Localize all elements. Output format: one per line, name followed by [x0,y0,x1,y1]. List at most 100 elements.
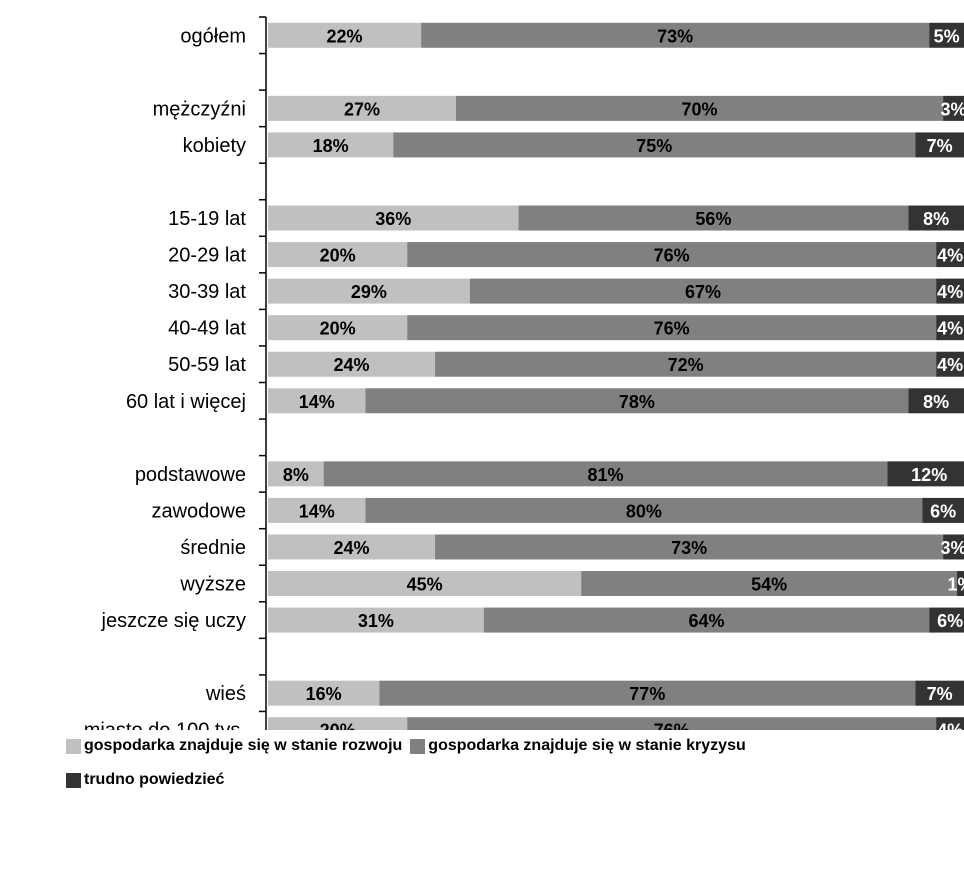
bar-segment [908,388,964,414]
data-label: 27% [344,99,380,119]
bar-segment [268,497,366,523]
data-label: 77% [629,684,665,704]
legend-swatch-rozwoj [66,738,81,754]
data-label: 81% [588,465,624,485]
chart-plot: ogółem 22% 73% 5% mężczyźni 27% 70% 3% kobiety 18… [84,16,964,730]
data-label: 7% [927,684,953,704]
bar-segment [936,351,964,377]
bar-segment [943,95,964,121]
bar-segment [323,461,888,487]
bar-segment [268,22,422,48]
category-label: ogółem [180,25,246,47]
bar-segment [929,22,964,48]
legend-item-rozwoj: gospodarka znajduje się w stanie rozwoju [66,737,402,755]
legend-item-kryzys: gospodarka znajduje się w stanie kryzysu [410,737,746,755]
legend-label-rozwoj: gospodarka znajduje się w stanie rozwoju [84,737,403,754]
category-label: wieś [205,683,246,705]
category-label: średnie [180,537,246,559]
bar-segment [407,717,937,730]
data-label: 20% [320,319,356,339]
category-label: zawodowe [151,500,246,522]
data-label: 4% [937,282,963,302]
data-label: 54% [751,575,787,595]
bar-segment [957,571,964,597]
bar-segment [268,461,324,487]
data-label: 4% [937,355,963,375]
legend-row: trudno powiedzieć [66,769,956,791]
data-label: 4% [937,721,963,730]
bar-segment [268,95,456,121]
category-label: 40-49 lat [168,318,246,340]
bar-segment [887,461,964,487]
bar-segment [268,388,366,414]
bar-segment [922,497,964,523]
bar-segment [915,132,964,158]
bar-segment [268,205,519,231]
data-label: 14% [299,392,335,412]
bar-segment [435,351,937,377]
bar-segment [435,534,944,560]
data-label: 75% [636,136,672,156]
bar-segment [936,717,964,730]
bar-segment [268,571,582,597]
data-label: 3% [941,99,964,119]
category-label: 20-29 lat [168,245,246,267]
bar-segment [379,680,916,706]
bar-segment [929,607,964,633]
data-label: 8% [283,465,309,485]
data-label: 1% [948,575,964,595]
bar-segment [421,22,930,48]
bar-segment [268,534,436,560]
data-label: 29% [351,282,387,302]
data-label: 36% [375,209,411,229]
bar-segment [268,132,394,158]
data-label: 76% [654,721,690,730]
bar-segment [936,278,964,304]
bar-segment [908,205,964,231]
data-label: 3% [941,538,964,558]
bar-segment [393,132,916,158]
data-label: 8% [923,209,949,229]
bar-segment [469,278,937,304]
data-label: 22% [327,26,363,46]
bar-segment [407,242,937,268]
bar-segment [365,388,909,414]
data-label: 67% [685,282,721,302]
bar-segment [455,95,944,121]
data-label: 73% [657,26,693,46]
bar-segment [268,717,408,730]
legend-label-kryzys: gospodarka znajduje się w stanie kryzysu [428,737,746,754]
data-label: 20% [320,721,356,730]
data-label: 7% [927,136,953,156]
category-label: jeszcze się uczy [101,610,247,632]
legend-label-trudno: trudno powiedzieć [84,771,225,788]
data-label: 76% [654,246,690,266]
bar-segment [365,497,923,523]
data-label: 12% [911,465,947,485]
category-label: 60 lat i więcej [126,391,246,413]
data-label: 45% [407,575,443,595]
data-label: 24% [334,538,370,558]
data-label: 5% [934,26,960,46]
data-label: 64% [688,611,724,631]
legend: gospodarka znajduje się w stanie rozwoju… [66,735,956,803]
category-label: 50-59 lat [168,354,246,376]
bar-segment [407,315,937,341]
data-label: 31% [358,611,394,631]
data-label: 8% [923,392,949,412]
category-label: podstawowe [135,464,246,486]
category-label: 15-19 lat [168,208,246,230]
data-label: 73% [671,538,707,558]
bar-segment [936,315,964,341]
data-label: 16% [306,684,342,704]
bar-segment [268,242,408,268]
bar-segment [518,205,909,231]
bar-segment [268,315,408,341]
data-label: 4% [937,319,963,339]
category-label: 30-39 lat [168,281,246,303]
data-label: 4% [937,246,963,266]
category-label: kobiety [183,135,246,157]
legend-swatch-kryzys [410,738,426,754]
bar-segment [581,571,958,597]
